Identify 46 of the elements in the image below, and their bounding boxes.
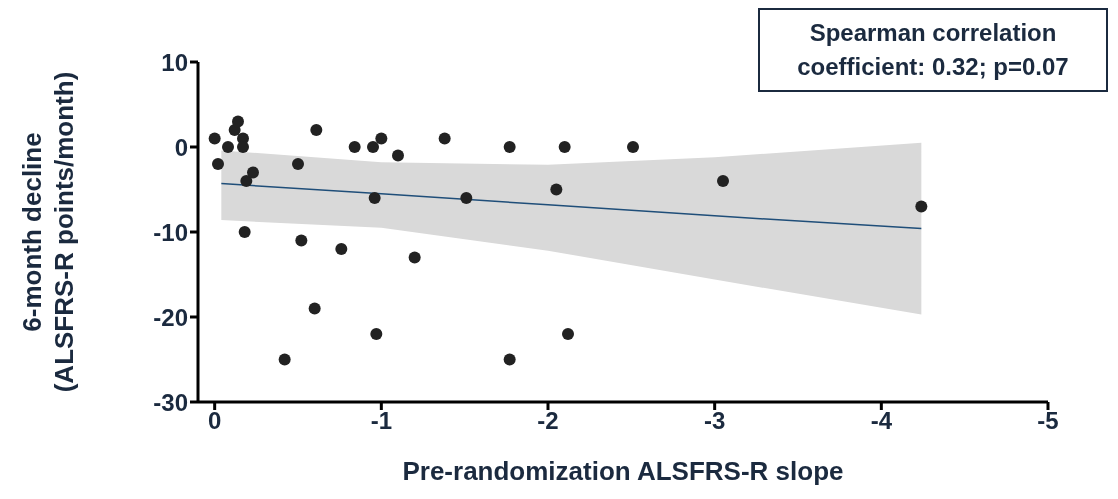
- point: [627, 141, 639, 153]
- point: [238, 226, 251, 238]
- point: [717, 175, 729, 187]
- point: [392, 149, 404, 162]
- x-axis-title: Pre-randomization ALSFRS-R slope: [402, 456, 844, 486]
- point: [368, 192, 381, 204]
- point: [348, 141, 361, 153]
- point: [222, 141, 234, 153]
- point: [232, 115, 244, 128]
- y-tick-label: 0: [174, 133, 188, 161]
- point: [915, 200, 928, 213]
- point: [292, 158, 304, 170]
- point: [237, 141, 249, 153]
- point: [503, 353, 516, 366]
- point: [278, 353, 291, 366]
- y-tick-label: -30: [153, 388, 188, 416]
- y-tick-label: 10: [161, 48, 188, 76]
- annotation: Spearman correlation coefficient: 0.32; p=0.07: [758, 8, 1108, 92]
- y-tick-label: -20: [153, 303, 188, 331]
- point: [208, 132, 221, 145]
- x-tick-label: 0: [207, 407, 222, 435]
- point: [310, 124, 323, 136]
- x-tick-label: -5: [1037, 407, 1059, 435]
- x-tick-label: -3: [703, 407, 726, 435]
- point: [335, 243, 348, 255]
- point: [247, 166, 259, 179]
- point: [558, 141, 571, 153]
- point: [550, 183, 563, 196]
- point: [370, 328, 383, 340]
- x-tick-label: -4: [870, 407, 893, 435]
- point: [562, 328, 574, 340]
- point: [367, 141, 379, 153]
- point: [408, 251, 421, 264]
- line-series: [220, 182, 923, 230]
- point: [212, 158, 224, 170]
- point: [503, 141, 516, 153]
- point: [240, 175, 253, 187]
- y-tick-label: -10: [153, 218, 188, 246]
- x-tick-label: -2: [537, 407, 559, 435]
- y-axis-title: 6-month decline (ALSFRS-R points/month): [17, 71, 79, 393]
- point: [308, 302, 321, 315]
- point: [375, 132, 388, 145]
- point: [295, 234, 308, 247]
- x-tick-label: -1: [370, 407, 393, 435]
- point: [460, 192, 473, 204]
- point: [438, 132, 451, 145]
